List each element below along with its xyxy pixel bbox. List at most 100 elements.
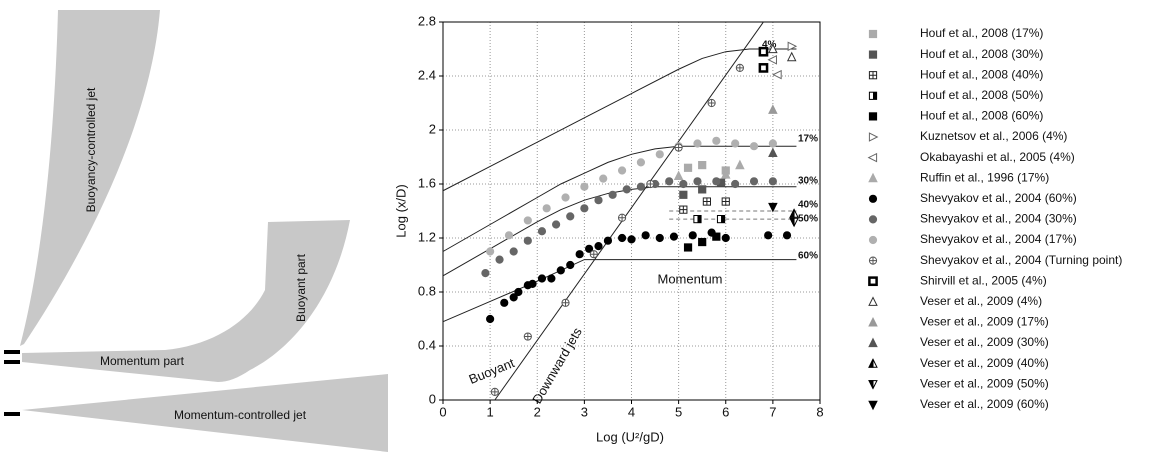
legend-label: Shevyakov et al., 2004 (30%) xyxy=(920,212,1077,226)
marker-shape xyxy=(721,233,730,243)
legend-label: Shirvill et al., 2005 (4%) xyxy=(920,273,1047,287)
model-line xyxy=(442,259,797,323)
line-label: 60% xyxy=(798,251,818,262)
marker xyxy=(556,266,565,275)
marker-shape xyxy=(867,152,878,163)
marker xyxy=(594,242,603,251)
marker xyxy=(584,244,594,253)
x-tick-label: 2 xyxy=(534,404,541,419)
marker-shape xyxy=(683,163,693,172)
marker-shape xyxy=(627,235,636,244)
marker-shape xyxy=(523,216,532,225)
marker-shape xyxy=(698,237,707,247)
marker-shape xyxy=(712,136,721,145)
marker xyxy=(721,197,730,206)
marker xyxy=(523,236,532,245)
marker-shape xyxy=(524,332,532,341)
annotation: Momentum xyxy=(657,271,722,286)
marker xyxy=(735,63,744,73)
legend-label: Veser et al., 2009 (40%) xyxy=(920,356,1049,370)
marker-shape xyxy=(868,276,878,287)
marker-shape xyxy=(749,177,759,186)
marker-shape xyxy=(768,139,777,148)
marker xyxy=(561,298,570,307)
marker xyxy=(509,293,518,302)
marker-shape xyxy=(617,166,627,175)
marker-shape xyxy=(556,266,565,275)
marker-shape xyxy=(675,143,683,152)
line-label: 4% xyxy=(762,40,777,51)
y-tick-label: 0.8 xyxy=(418,283,436,298)
marker-shape xyxy=(758,63,769,73)
marker-shape xyxy=(641,231,650,240)
legend-label: Houf et al., 2008 (30%) xyxy=(920,47,1043,61)
marker-shape xyxy=(869,71,877,79)
legend-label: Houf et al., 2008 (50%) xyxy=(920,88,1043,102)
legend-label: Shevyakov et al., 2004 (Turning point) xyxy=(920,253,1122,267)
legend-marker xyxy=(868,215,878,224)
x-tick-label: 4 xyxy=(628,404,635,419)
marker xyxy=(698,185,707,194)
marker xyxy=(683,163,693,172)
marker-shape xyxy=(868,112,878,121)
marker-shape xyxy=(712,232,721,241)
line-label: 50% xyxy=(798,214,818,225)
marker xyxy=(767,55,777,65)
marker xyxy=(768,104,778,114)
marker xyxy=(617,213,627,222)
marker xyxy=(768,202,778,213)
marker xyxy=(787,41,798,52)
marker-shape xyxy=(599,174,608,183)
marker-shape xyxy=(608,190,617,199)
marker xyxy=(735,159,745,170)
legend-marker xyxy=(868,400,878,411)
marker-shape xyxy=(679,190,688,199)
marker xyxy=(669,232,679,241)
legend-marker xyxy=(867,152,878,163)
marker xyxy=(617,166,627,175)
diagram-label: Buoyancy-controlled jet xyxy=(84,87,98,212)
legend-label: Okabayashi et al., 2005 (4%) xyxy=(920,150,1075,164)
marker-shape xyxy=(768,177,777,186)
marker xyxy=(636,158,646,167)
marker xyxy=(500,298,509,307)
legend-marker xyxy=(868,296,878,306)
marker xyxy=(772,69,782,80)
marker xyxy=(702,197,711,206)
marker xyxy=(679,205,688,214)
marker-shape xyxy=(768,202,778,213)
marker-shape xyxy=(566,212,575,221)
marker xyxy=(486,247,495,256)
marker xyxy=(655,150,664,159)
marker-shape xyxy=(722,197,730,206)
marker-shape xyxy=(669,232,679,241)
legend-label: Veser et al., 2009 (50%) xyxy=(920,376,1049,390)
legend-marker xyxy=(868,194,878,203)
marker xyxy=(636,182,646,191)
marker xyxy=(589,250,598,259)
y-axis-title: Log (x/D) xyxy=(393,184,408,237)
legend-label: Shevyakov et al., 2004 (17%) xyxy=(920,232,1077,246)
model-line xyxy=(442,48,797,192)
plot-frame xyxy=(442,21,821,401)
marker xyxy=(566,212,575,221)
x-tick-label: 3 xyxy=(581,404,588,419)
marker-shape xyxy=(868,296,878,306)
marker-shape xyxy=(636,182,646,191)
diagram-label: Momentum-controlled jet xyxy=(174,408,307,422)
marker xyxy=(758,63,769,73)
legend-marker xyxy=(868,29,878,39)
legend-label: Veser et al., 2009 (60%) xyxy=(920,397,1049,411)
marker-shape xyxy=(720,169,731,179)
jet-diagram: Buoyancy-controlled jet Buoyant part Mom… xyxy=(4,10,388,452)
marker-shape xyxy=(868,132,879,142)
marker xyxy=(712,177,721,186)
legend-marker xyxy=(868,91,878,100)
marker-shape xyxy=(736,64,744,72)
legend-marker xyxy=(868,71,878,80)
marker xyxy=(627,235,636,244)
marker xyxy=(504,231,514,240)
marker xyxy=(688,231,697,240)
marker-shape xyxy=(618,214,626,222)
marker xyxy=(580,204,589,213)
